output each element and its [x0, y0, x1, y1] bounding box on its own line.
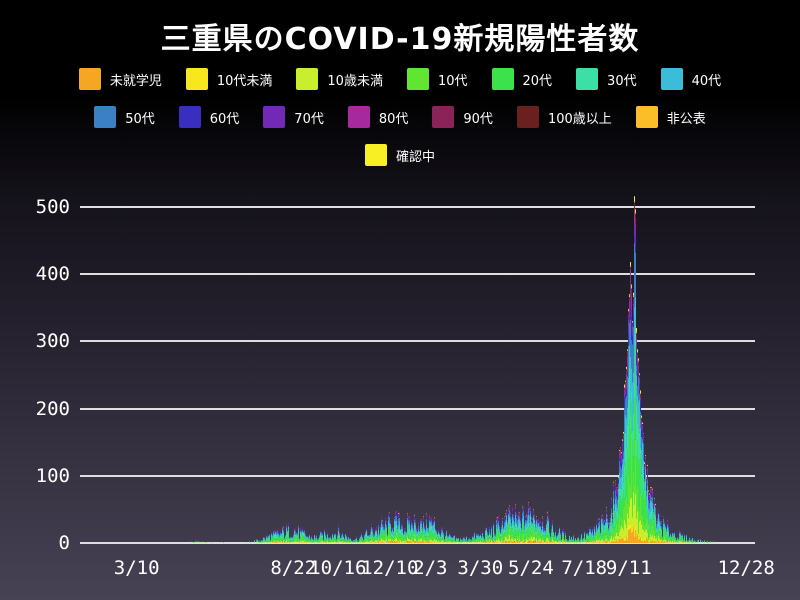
legend-swatch [347, 106, 370, 128]
legend-item-10代未満: 10代未満 [185, 68, 273, 90]
bars-svg [190, 196, 714, 543]
legend-swatch [406, 68, 429, 90]
chart-title: 三重県のCOVID-19新規陽性者数 [160, 22, 640, 57]
gridline-200 [80, 407, 755, 410]
legend-label: 未就学児 [109, 73, 162, 89]
legend-swatch [491, 68, 514, 90]
legend-label: 10代未満 [216, 73, 273, 89]
gridline-400 [80, 273, 755, 276]
y-tick-label-300: 300 [35, 330, 70, 353]
y-tick-label-500: 500 [35, 196, 70, 218]
series-bars-40代 [195, 296, 711, 542]
legend-label: 50代 [125, 111, 155, 127]
legend-item-30代: 30代 [576, 68, 637, 90]
legend-swatch [516, 106, 539, 128]
legend-item-60代: 60代 [178, 106, 240, 128]
legend-label: 70代 [294, 111, 324, 127]
y-tick-label-200: 200 [35, 397, 70, 420]
legend-item-非公表: 非公表 [635, 106, 706, 128]
legend-item-10歳未満: 10歳未満 [296, 68, 383, 90]
legend-item-40代: 40代 [660, 68, 722, 90]
x-tick-label-3/10: 3/10 [113, 557, 160, 579]
y-tick-label-0: 0 [58, 532, 70, 554]
x-tick-label-7/18: 7/18 [561, 557, 608, 579]
legend-label: 30代 [607, 73, 637, 89]
series-bars-10代未満 [277, 523, 673, 543]
legend-swatch [364, 144, 387, 166]
legend-label: 非公表 [666, 111, 706, 127]
legend-item-10代: 10代 [406, 68, 468, 90]
legend-item-90代: 90代 [432, 106, 493, 128]
legend-label: 10代 [437, 73, 468, 89]
legend-label: 10歳未満 [327, 73, 383, 89]
legend-label: 20代 [522, 73, 553, 89]
plot-area: 0 100 200 300 400 500 3/10 8/22 10/16 12/10 2/3 3/… [36, 195, 775, 579]
x-tick-label-5/24: 5/24 [508, 557, 554, 579]
y-tick-label-400: 400 [35, 263, 70, 286]
series-bars-20代 [193, 346, 711, 543]
series-bars-非公表 [398, 200, 656, 518]
legend-swatch [296, 68, 319, 90]
legend-swatch [185, 68, 208, 90]
series-bars-70代 [264, 224, 685, 539]
series-bars-10代 [194, 433, 714, 543]
series-bars-60代 [264, 237, 699, 541]
legend-label: 100歳以上 [547, 111, 612, 127]
x-tick-label-8/22: 8/22 [270, 557, 317, 579]
series-bars-未就学児 [272, 527, 687, 543]
series-bars-80代 [271, 210, 680, 536]
series-bars-30代 [190, 325, 714, 543]
gridline-500 [80, 206, 755, 208]
legend-row-1: 未就学児 10代未満 10歳未満 10代 20代 30代 40代 [0, 67, 800, 91]
legend-label: 60代 [209, 111, 240, 127]
legend-item-20代: 20代 [491, 68, 553, 90]
x-tick-label-9/11: 9/11 [605, 557, 652, 579]
series-bars-90代 [274, 205, 668, 532]
legend-item-確認中: 確認中 [364, 144, 435, 166]
legend-swatch [263, 106, 286, 128]
legend-label: 確認中 [395, 149, 435, 165]
series-bars-10歳未満 [202, 491, 705, 543]
legend-swatch [178, 106, 201, 128]
series-bars-50代 [195, 243, 708, 542]
legend-item-50代: 50代 [94, 106, 155, 128]
series-bars-確認中 [283, 196, 662, 528]
legend-swatch [78, 68, 101, 90]
legend-label: 80代 [378, 111, 409, 127]
legend: 未就学児 10代未満 10歳未満 10代 20代 30代 40代 50代 60代 70代 80代 90… [0, 67, 800, 181]
legend-swatch [635, 106, 658, 128]
legend-swatch [660, 68, 683, 90]
y-tick-label-100: 100 [35, 464, 70, 487]
legend-row-2: 50代 60代 70代 80代 90代 100歳以上 非公表 [0, 105, 800, 129]
series-bars-100歳以上 [394, 202, 659, 519]
legend-item-未就学児: 未就学児 [78, 68, 162, 90]
legend-label: 90代 [463, 111, 493, 127]
x-tick-label-3/30: 3/30 [457, 557, 504, 579]
gridline-100 [80, 474, 755, 477]
legend-swatch [94, 106, 117, 128]
legend-item-80代: 80代 [347, 106, 409, 128]
x-tick-label-2/3: 2/3 [413, 557, 448, 579]
legend-label: 40代 [691, 73, 722, 89]
x-tick-label-12/28: 12/28 [717, 557, 775, 579]
legend-swatch [576, 68, 599, 90]
legend-swatch [432, 106, 455, 128]
x-tick-label-10/16: 10/16 [309, 557, 367, 579]
legend-row-3: 確認中 [0, 143, 800, 167]
gridline-300 [80, 340, 755, 343]
legend-item-100歳以上: 100歳以上 [516, 106, 612, 128]
x-tick-label-12/10: 12/10 [361, 557, 419, 579]
legend-item-70代: 70代 [263, 106, 324, 128]
